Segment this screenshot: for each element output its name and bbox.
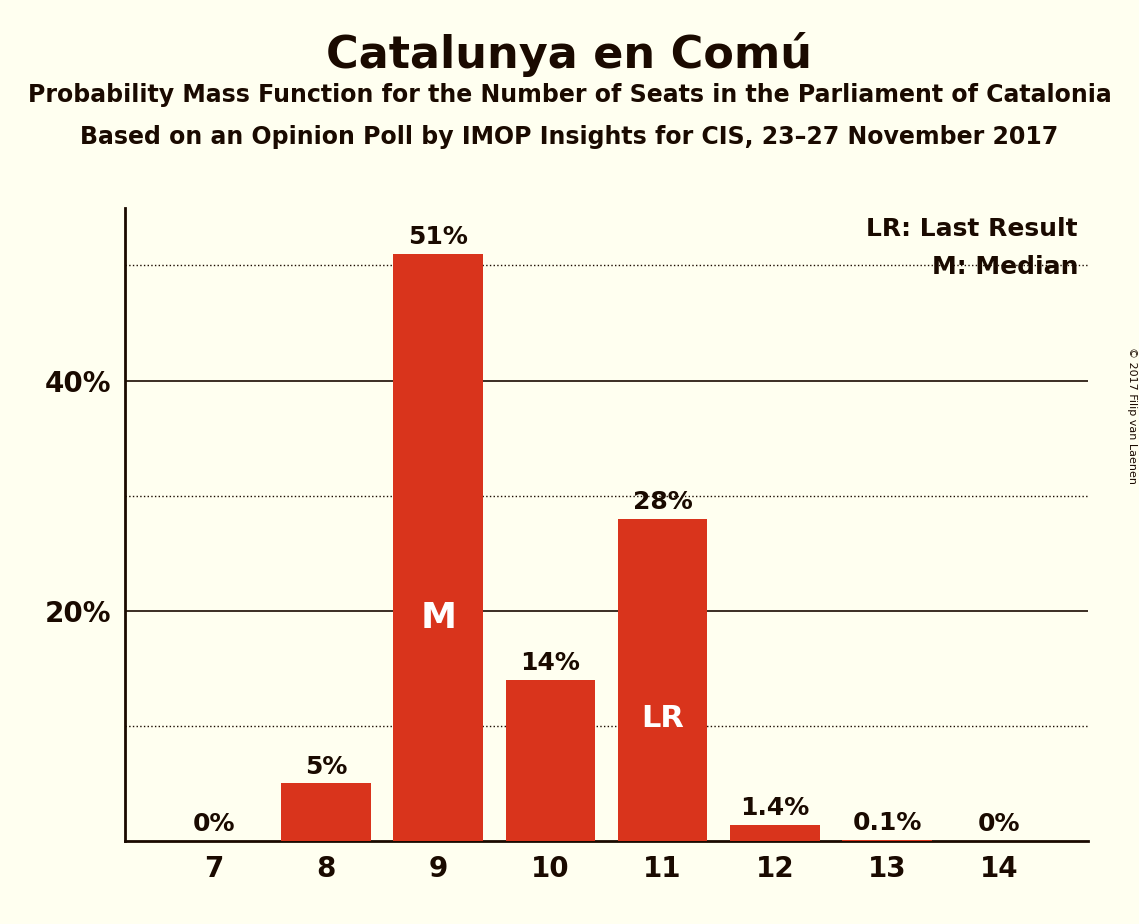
Text: M: M xyxy=(420,601,457,635)
Text: 28%: 28% xyxy=(633,490,693,514)
Bar xyxy=(393,254,483,841)
Text: Catalunya en Comú: Catalunya en Comú xyxy=(327,32,812,78)
Text: Probability Mass Function for the Number of Seats in the Parliament of Catalonia: Probability Mass Function for the Number… xyxy=(27,83,1112,107)
Text: 0%: 0% xyxy=(192,812,235,836)
Text: 0%: 0% xyxy=(978,812,1021,836)
Text: M: Median: M: Median xyxy=(932,255,1079,279)
Text: 14%: 14% xyxy=(521,651,581,675)
Text: © 2017 Filip van Laenen: © 2017 Filip van Laenen xyxy=(1126,347,1137,484)
Bar xyxy=(842,840,932,841)
Bar xyxy=(506,680,596,841)
Text: Based on an Opinion Poll by IMOP Insights for CIS, 23–27 November 2017: Based on an Opinion Poll by IMOP Insight… xyxy=(81,125,1058,149)
Bar xyxy=(730,825,820,841)
Text: 5%: 5% xyxy=(305,755,347,779)
Text: 0.1%: 0.1% xyxy=(852,811,921,835)
Text: 51%: 51% xyxy=(408,225,468,249)
Bar xyxy=(281,784,371,841)
Text: LR: LR xyxy=(641,704,685,733)
Bar xyxy=(617,518,707,841)
Text: 1.4%: 1.4% xyxy=(740,796,810,821)
Text: LR: Last Result: LR: Last Result xyxy=(867,217,1079,241)
